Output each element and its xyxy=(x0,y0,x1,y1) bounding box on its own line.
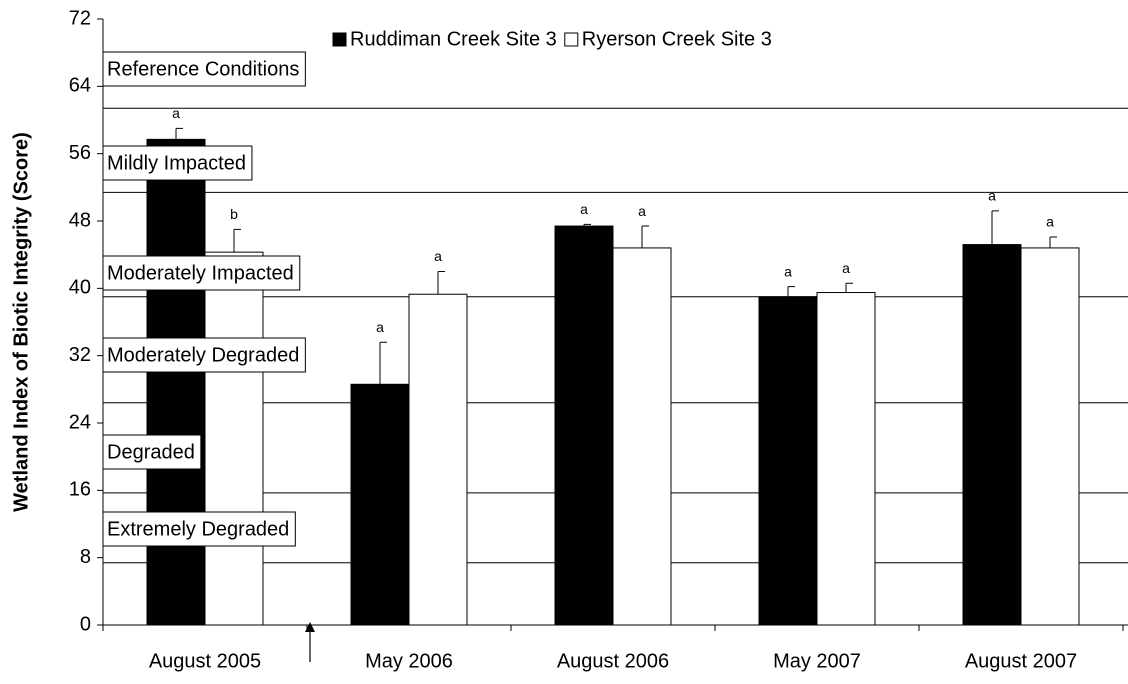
significance-letter: a xyxy=(376,319,384,335)
condition-box xyxy=(102,511,296,547)
bar xyxy=(816,292,876,626)
significance-letter: b xyxy=(230,206,238,222)
y-tick-label: 72 xyxy=(69,7,91,29)
legend-marker xyxy=(332,32,347,47)
condition-label: Moderately Impacted xyxy=(107,262,294,284)
condition-label: Degraded xyxy=(107,441,195,463)
condition-label: Mildly Impacted xyxy=(107,152,246,174)
condition-label: Extremely Degraded xyxy=(107,518,289,540)
legend-label: Ruddiman Creek Site 3 xyxy=(350,28,557,50)
bar xyxy=(612,247,672,626)
bar xyxy=(554,225,614,626)
significance-letter: a xyxy=(988,188,996,204)
bar xyxy=(204,251,264,626)
error-bar xyxy=(379,341,387,385)
y-tick-label: 64 xyxy=(69,75,91,97)
y-tick-label: 40 xyxy=(69,277,91,299)
condition-label: Reference Conditions xyxy=(107,58,299,80)
x-tick-label: August 2006 xyxy=(557,650,669,672)
y-tick-label: 16 xyxy=(69,479,91,501)
error-bar xyxy=(641,225,649,248)
legend-label: Ryerson Creek Site 3 xyxy=(582,28,772,50)
y-axis-title: Wetland Index of Biotic Integrity (Score… xyxy=(10,132,32,512)
condition-box xyxy=(102,434,202,470)
error-bar xyxy=(233,228,241,253)
significance-letter: a xyxy=(784,263,792,279)
bar xyxy=(146,138,206,626)
condition-box xyxy=(102,255,301,291)
significance-letter: a xyxy=(434,248,442,264)
bar xyxy=(350,383,410,626)
condition-box xyxy=(102,51,306,87)
x-tick-label: August 2007 xyxy=(965,650,1077,672)
error-bar xyxy=(175,127,183,140)
error-bar xyxy=(991,210,999,245)
bar xyxy=(1020,247,1080,626)
bar xyxy=(408,293,468,626)
error-bar xyxy=(845,282,853,293)
significance-letter: a xyxy=(172,105,180,121)
significance-letter: a xyxy=(638,203,646,219)
x-tick-label: May 2007 xyxy=(773,650,861,672)
y-tick-label: 0 xyxy=(80,613,91,635)
error-bar xyxy=(1049,236,1057,248)
legend-marker xyxy=(564,32,579,47)
y-tick-label: 32 xyxy=(69,344,91,366)
condition-label: Moderately Degraded xyxy=(107,344,299,366)
bar xyxy=(962,244,1022,626)
x-tick-label: August 2005 xyxy=(149,650,261,672)
error-bar xyxy=(437,271,445,295)
bar xyxy=(758,296,818,626)
significance-letter: a xyxy=(580,201,588,217)
error-bar xyxy=(787,286,795,297)
condition-box xyxy=(102,145,253,181)
y-tick-label: 8 xyxy=(80,546,91,568)
y-tick-label: 48 xyxy=(69,209,91,231)
error-bar xyxy=(583,223,591,227)
significance-letter: a xyxy=(1046,214,1054,230)
x-tick-label: May 2006 xyxy=(365,650,453,672)
significance-letter: a xyxy=(842,260,850,276)
condition-box xyxy=(102,337,306,373)
y-tick-label: 56 xyxy=(69,142,91,164)
y-tick-label: 24 xyxy=(69,411,91,433)
